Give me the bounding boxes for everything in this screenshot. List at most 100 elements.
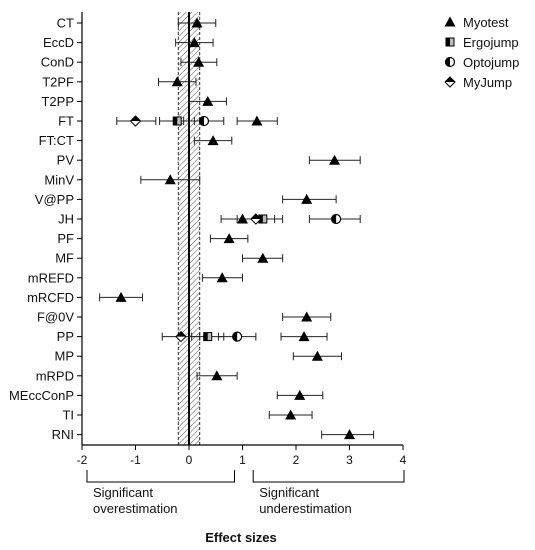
y-tick-label: TI bbox=[62, 408, 74, 423]
circle-marker-fill bbox=[199, 116, 204, 126]
triangle-marker bbox=[191, 17, 203, 28]
legend-label: Myotest bbox=[463, 15, 509, 30]
triangle-marker bbox=[164, 174, 176, 185]
data-point bbox=[285, 409, 297, 420]
data-point bbox=[251, 115, 263, 126]
data-point bbox=[250, 213, 262, 225]
data-point bbox=[216, 272, 228, 283]
circle-marker-fill bbox=[331, 214, 337, 224]
equivalence-band-layer bbox=[177, 12, 201, 445]
data-point bbox=[193, 56, 205, 67]
y-tick-label: ConD bbox=[41, 55, 74, 70]
x-axis-title: Effect sizes bbox=[205, 530, 277, 545]
square-marker-fill bbox=[446, 38, 450, 46]
x-tick-label: -2 bbox=[77, 453, 88, 467]
triangle-marker bbox=[344, 429, 355, 440]
x-tick-label: 4 bbox=[400, 453, 407, 467]
data-point bbox=[298, 331, 310, 342]
legend-label: Ergojump bbox=[463, 35, 519, 50]
data-point bbox=[344, 429, 355, 440]
triangle-marker bbox=[251, 115, 263, 126]
triangle-marker bbox=[329, 154, 341, 165]
triangle-marker bbox=[301, 311, 313, 322]
data-point bbox=[329, 154, 341, 165]
data-point bbox=[129, 115, 142, 127]
overestimation-annotation-label: Significant bbox=[93, 485, 153, 500]
triangle-marker bbox=[298, 331, 310, 342]
data-point bbox=[211, 370, 223, 381]
y-tick-label: JH bbox=[58, 212, 74, 227]
triangle-marker bbox=[294, 389, 306, 400]
markers-layer bbox=[115, 17, 355, 440]
triangle-marker bbox=[188, 37, 200, 48]
underestimation-annotation-label: underestimation bbox=[259, 501, 352, 516]
triangle-marker bbox=[301, 193, 313, 204]
x-tick-label: 0 bbox=[186, 453, 193, 467]
overestimation-annotation-bracket bbox=[86, 470, 235, 483]
underestimation-annotation-bracket bbox=[252, 470, 405, 483]
y-tick-label: V@PP bbox=[35, 192, 74, 207]
y-tick-label: mRCFD bbox=[27, 290, 74, 305]
y-tick-label: MinV bbox=[44, 172, 74, 187]
y-tick-label: mREFD bbox=[28, 270, 74, 285]
y-tick-label: FT bbox=[58, 114, 74, 129]
x-tick-label: 3 bbox=[346, 453, 353, 467]
y-tick-label: mRPD bbox=[36, 368, 74, 383]
axes-layer bbox=[77, 12, 404, 450]
diamond-marker-fill bbox=[130, 116, 141, 121]
legend-label: Optojump bbox=[463, 55, 519, 70]
y-tick-label: PF bbox=[57, 231, 74, 246]
triangle-marker bbox=[171, 76, 183, 87]
circle-marker-fill bbox=[445, 57, 450, 67]
error-bars-layer bbox=[99, 19, 375, 439]
data-point bbox=[164, 174, 176, 185]
y-tick-label: T2PP bbox=[41, 94, 74, 109]
triangle-marker bbox=[257, 252, 269, 263]
data-point bbox=[191, 17, 203, 28]
diamond-marker-fill bbox=[445, 77, 455, 82]
triangle-marker bbox=[211, 370, 223, 381]
data-point bbox=[294, 389, 306, 400]
data-point bbox=[257, 252, 269, 263]
legend-marker bbox=[444, 16, 456, 27]
y-tick-label: T2PF bbox=[42, 74, 74, 89]
data-point bbox=[188, 37, 200, 48]
data-point bbox=[232, 331, 243, 342]
triangle-marker bbox=[444, 16, 456, 27]
triangle-marker bbox=[193, 56, 205, 67]
data-point bbox=[172, 116, 182, 126]
x-tick-label: -1 bbox=[130, 453, 141, 467]
data-point bbox=[207, 135, 219, 146]
y-tick-label: MEccConP bbox=[9, 388, 74, 403]
data-point bbox=[301, 311, 313, 322]
diamond-marker-fill bbox=[175, 331, 186, 337]
legend-label: MyJump bbox=[463, 75, 512, 90]
y-tick-label: CT bbox=[57, 16, 74, 31]
y-tick-label: F@0V bbox=[37, 310, 74, 325]
data-point bbox=[203, 332, 213, 342]
data-point bbox=[237, 213, 248, 224]
triangle-marker bbox=[216, 272, 228, 283]
square-marker-fill bbox=[173, 117, 178, 125]
legend-marker bbox=[445, 37, 455, 47]
legend: Myotest Ergojump Optojump MyJump bbox=[444, 15, 519, 90]
triangle-marker bbox=[311, 350, 323, 361]
triangle-marker bbox=[223, 233, 235, 244]
diamond-marker-fill bbox=[250, 214, 261, 219]
y-tick-label: PP bbox=[57, 329, 74, 344]
underestimation-annotation-label: Significant bbox=[259, 485, 319, 500]
triangle-marker bbox=[115, 291, 127, 302]
y-tick-label: MF bbox=[55, 251, 74, 266]
square-marker-fill bbox=[203, 332, 208, 341]
data-point bbox=[198, 115, 210, 127]
triangle-marker bbox=[285, 409, 297, 420]
legend-marker bbox=[444, 76, 456, 88]
x-tick-label: 1 bbox=[239, 453, 246, 467]
legend-marker bbox=[444, 56, 456, 68]
data-point bbox=[175, 330, 187, 343]
y-tick-label: PV bbox=[57, 153, 75, 168]
data-point bbox=[202, 95, 214, 106]
triangle-marker bbox=[202, 95, 214, 106]
y-tick-label: RNI bbox=[52, 427, 74, 442]
